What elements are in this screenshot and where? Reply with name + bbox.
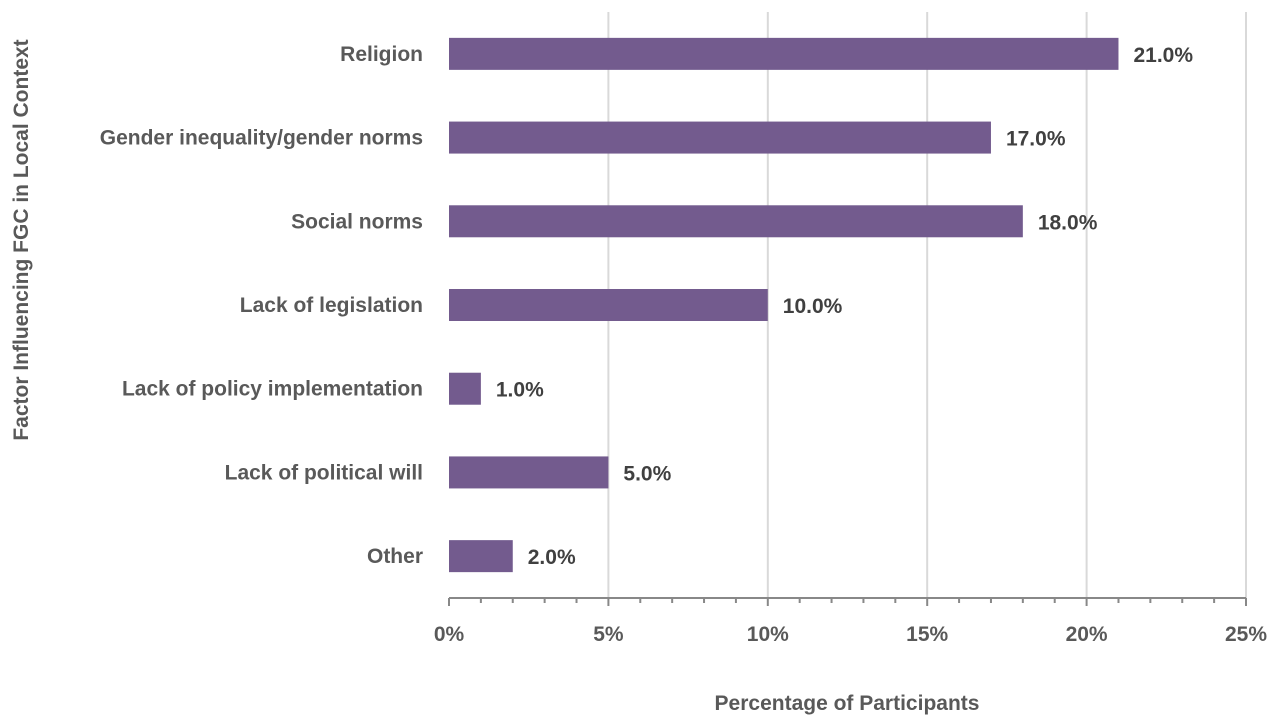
bar [449, 456, 609, 489]
bar [449, 372, 481, 405]
x-tick-label: 20% [1066, 623, 1108, 646]
x-tick-label: 0% [434, 623, 465, 646]
bar [449, 37, 1119, 70]
bars [449, 37, 1119, 573]
data-label: 21.0% [1133, 44, 1193, 67]
y-axis-title: Factor Influencing FGC in Local Context [10, 39, 33, 440]
data-label: 10.0% [783, 295, 843, 318]
bar [449, 540, 513, 573]
data-label: 17.0% [1006, 128, 1066, 151]
bar [449, 289, 768, 321]
x-tick-label: 15% [906, 623, 948, 646]
x-axis: 0% 5% 10% 15% 20% 25% [434, 597, 1267, 646]
x-axis-title: Percentage of Participants [715, 692, 980, 715]
category-label: Social norms [291, 210, 423, 233]
x-tick-label: 5% [593, 623, 624, 646]
category-label: Lack of policy implementation [122, 378, 423, 401]
data-label: 5.0% [623, 462, 671, 485]
category-label: Other [367, 545, 423, 568]
data-label: 2.0% [528, 546, 576, 569]
x-tick-label: 25% [1225, 623, 1267, 646]
data-label: 1.0% [496, 379, 544, 402]
category-label: Religion [340, 43, 423, 66]
category-label: Gender inequality/gender norms [100, 127, 423, 150]
category-label: Lack of political will [225, 461, 423, 484]
bar [449, 205, 1023, 238]
category-label: Lack of legislation [240, 294, 423, 317]
gridlines [607, 12, 1247, 598]
bar [449, 121, 991, 154]
data-label: 18.0% [1038, 211, 1098, 234]
x-tick-label: 10% [747, 623, 789, 646]
value-labels: 21.0% 17.0% 18.0% 10.0% 1.0% 5.0% 2.0% [496, 44, 1193, 569]
category-labels: Religion Gender inequality/gender norms So… [100, 43, 423, 568]
